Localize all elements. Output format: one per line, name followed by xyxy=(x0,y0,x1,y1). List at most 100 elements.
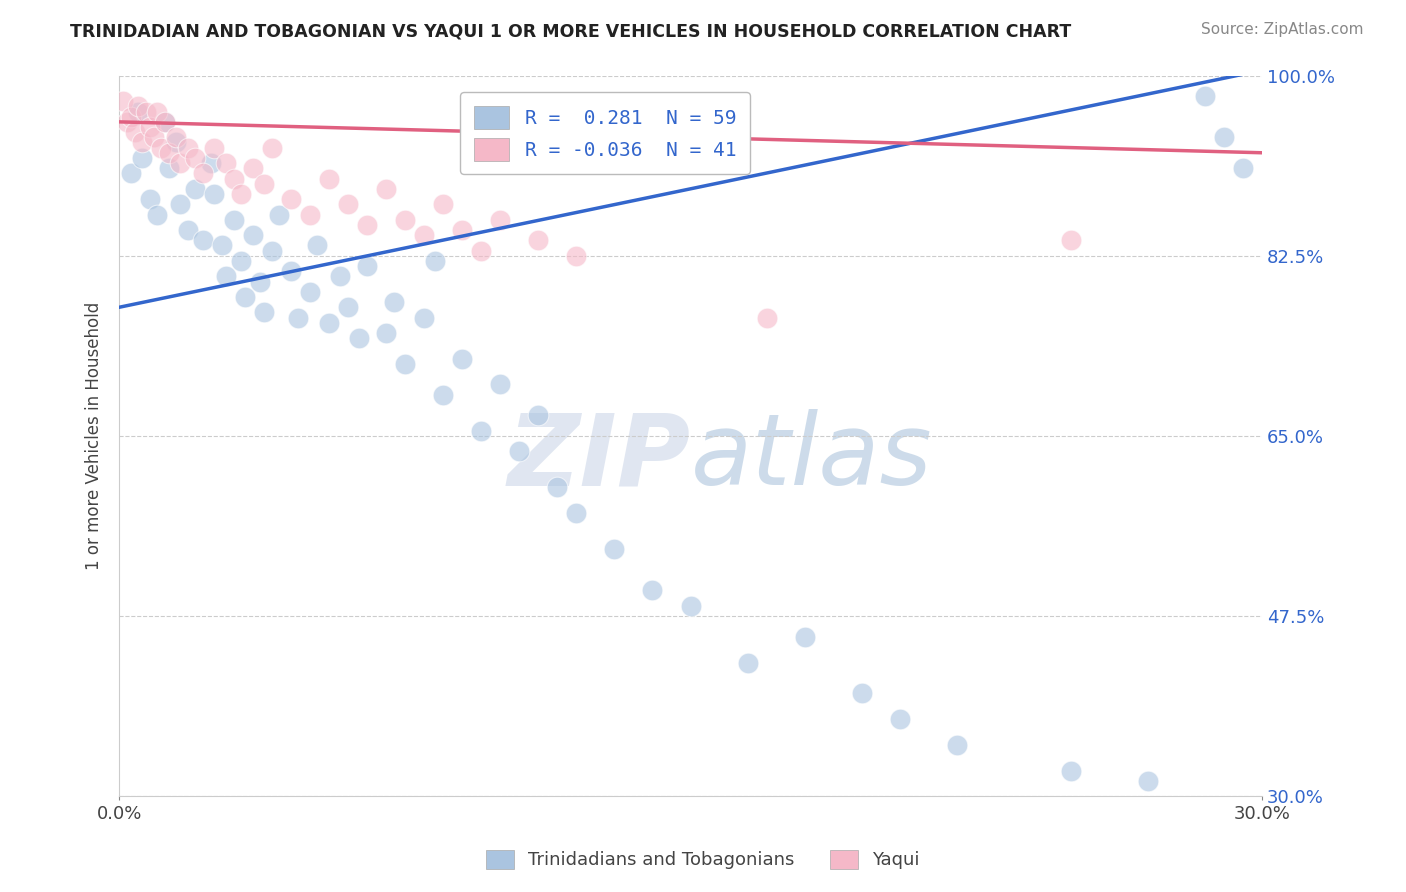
Point xyxy=(177,223,200,237)
Point xyxy=(169,197,191,211)
Point xyxy=(249,275,271,289)
Point xyxy=(112,95,135,109)
Point xyxy=(191,166,214,180)
Point xyxy=(169,156,191,170)
Text: ZIP: ZIP xyxy=(508,409,690,506)
Point xyxy=(231,186,253,201)
Point xyxy=(165,130,187,145)
Point xyxy=(546,481,568,495)
Point xyxy=(115,115,138,129)
Point xyxy=(146,104,169,119)
Point xyxy=(139,192,162,206)
Point xyxy=(1060,233,1083,247)
Point xyxy=(489,212,512,227)
Point xyxy=(336,197,359,211)
Point xyxy=(394,212,416,227)
Point xyxy=(356,218,378,232)
Point xyxy=(336,300,359,314)
Point xyxy=(184,182,207,196)
Legend: R =  0.281  N = 59, R = -0.036  N = 41: R = 0.281 N = 59, R = -0.036 N = 41 xyxy=(460,93,749,174)
Point xyxy=(280,264,302,278)
Point xyxy=(565,506,588,520)
Text: Source: ZipAtlas.com: Source: ZipAtlas.com xyxy=(1201,22,1364,37)
Point xyxy=(394,357,416,371)
Point xyxy=(222,212,245,227)
Point xyxy=(142,130,165,145)
Point xyxy=(135,104,157,119)
Point xyxy=(127,99,149,113)
Point xyxy=(318,316,340,330)
Point xyxy=(1194,89,1216,103)
Point xyxy=(1212,130,1234,145)
Point xyxy=(253,305,276,319)
Point xyxy=(329,269,352,284)
Point xyxy=(889,712,911,726)
Point xyxy=(204,140,226,154)
Point xyxy=(413,228,436,243)
Y-axis label: 1 or more Vehicles in Household: 1 or more Vehicles in Household xyxy=(86,301,103,570)
Point xyxy=(432,388,454,402)
Point xyxy=(150,140,173,154)
Point xyxy=(470,244,492,258)
Point xyxy=(382,295,405,310)
Point xyxy=(211,238,233,252)
Point xyxy=(120,110,142,124)
Point xyxy=(233,290,256,304)
Point xyxy=(489,377,512,392)
Point xyxy=(374,182,396,196)
Point xyxy=(318,171,340,186)
Point xyxy=(413,310,436,325)
Point xyxy=(165,136,187,150)
Point xyxy=(177,140,200,154)
Point xyxy=(1136,774,1159,789)
Text: atlas: atlas xyxy=(690,409,932,506)
Point xyxy=(184,151,207,165)
Point xyxy=(242,228,264,243)
Point xyxy=(215,269,238,284)
Point xyxy=(153,115,176,129)
Point xyxy=(755,310,778,325)
Point xyxy=(470,424,492,438)
Point xyxy=(347,331,370,345)
Point xyxy=(260,140,283,154)
Point xyxy=(298,208,321,222)
Point xyxy=(603,542,626,557)
Point xyxy=(269,208,291,222)
Point xyxy=(425,253,447,268)
Point xyxy=(200,156,222,170)
Point xyxy=(260,244,283,258)
Point xyxy=(287,310,309,325)
Point xyxy=(565,249,588,263)
Point xyxy=(139,120,162,134)
Point xyxy=(280,192,302,206)
Point xyxy=(641,583,664,598)
Point xyxy=(131,151,153,165)
Point xyxy=(946,738,969,752)
Point xyxy=(127,104,149,119)
Point xyxy=(146,208,169,222)
Point xyxy=(793,630,815,644)
Point xyxy=(508,444,530,458)
Text: TRINIDADIAN AND TOBAGONIAN VS YAQUI 1 OR MORE VEHICLES IN HOUSEHOLD CORRELATION : TRINIDADIAN AND TOBAGONIAN VS YAQUI 1 OR… xyxy=(70,22,1071,40)
Point xyxy=(737,656,759,670)
Point xyxy=(527,233,550,247)
Point xyxy=(157,161,180,176)
Point xyxy=(204,186,226,201)
Point xyxy=(215,156,238,170)
Point xyxy=(231,253,253,268)
Point xyxy=(451,223,474,237)
Point xyxy=(253,177,276,191)
Point xyxy=(131,136,153,150)
Point xyxy=(307,238,329,252)
Point xyxy=(153,115,176,129)
Legend: Trinidadians and Tobagonians, Yaqui: Trinidadians and Tobagonians, Yaqui xyxy=(478,841,928,879)
Point xyxy=(120,166,142,180)
Point xyxy=(679,599,702,613)
Point xyxy=(124,125,146,139)
Point xyxy=(1060,764,1083,778)
Point xyxy=(157,145,180,160)
Point xyxy=(851,686,873,700)
Point xyxy=(356,259,378,273)
Point xyxy=(451,351,474,366)
Point xyxy=(222,171,245,186)
